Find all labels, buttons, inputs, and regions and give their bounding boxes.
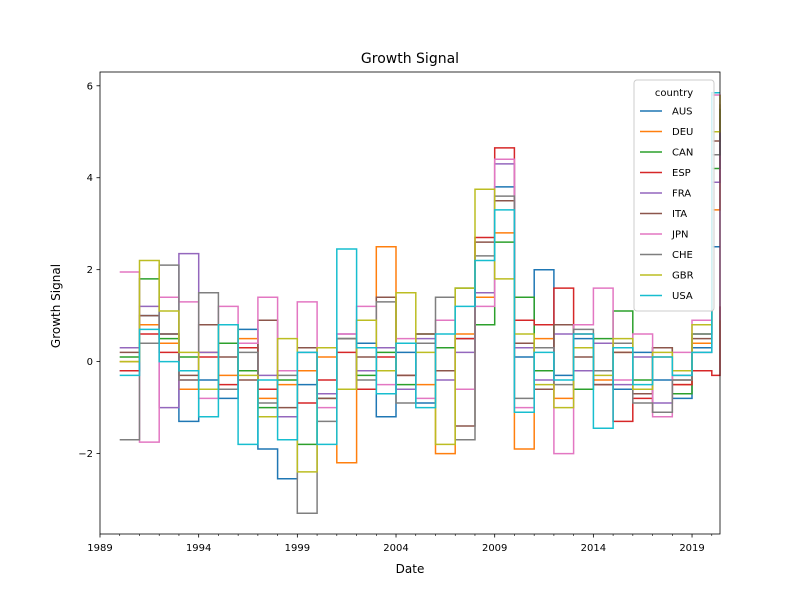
x-tick-label: 2004 <box>383 543 408 554</box>
x-tick-label: 2014 <box>581 543 606 554</box>
legend-label-jpn: JPN <box>671 230 688 241</box>
legend-title: country <box>655 88 693 99</box>
legend-label-aus: AUS <box>672 107 693 118</box>
y-tick-label: 6 <box>87 81 93 92</box>
legend-label-usa: USA <box>672 291 693 302</box>
legend: country AUS DEU CAN ESP FRA ITA JPN CHE GBR USA <box>633 79 715 312</box>
legend-label-can: CAN <box>672 148 693 159</box>
y-axis-label: Growth Signal <box>49 264 63 348</box>
x-tick-label: 1989 <box>87 543 112 554</box>
x-axis: 1989 1994 1999 2004 2009 2014 2019 <box>87 534 713 554</box>
y-tick-label: 4 <box>87 173 93 184</box>
legend-label-gbr: GBR <box>672 271 694 282</box>
y-tick-label: −2 <box>78 449 93 460</box>
x-tick-label: 1999 <box>285 543 310 554</box>
plot-area <box>99 71 721 535</box>
legend-label-ita: ITA <box>672 209 687 220</box>
x-tick-label: 1994 <box>186 543 211 554</box>
x-axis-label: Date <box>396 562 425 576</box>
y-tick-label: 0 <box>87 357 93 368</box>
series-line-aus <box>119 186 720 480</box>
series-line-usa <box>119 91 720 446</box>
y-axis: −2 0 2 4 6 <box>78 81 100 460</box>
axes-frame <box>99 71 721 535</box>
x-tick-label: 2019 <box>679 543 704 554</box>
x-tick-label: 2009 <box>482 543 507 554</box>
legend-label-deu: DEU <box>672 127 693 138</box>
legend-box <box>633 79 715 312</box>
legend-label-fra: FRA <box>672 189 691 200</box>
y-tick-label: 2 <box>87 265 93 276</box>
legend-label-esp: ESP <box>672 168 691 179</box>
chart-title: Growth Signal <box>361 51 459 67</box>
legend-label-che: CHE <box>672 250 693 261</box>
